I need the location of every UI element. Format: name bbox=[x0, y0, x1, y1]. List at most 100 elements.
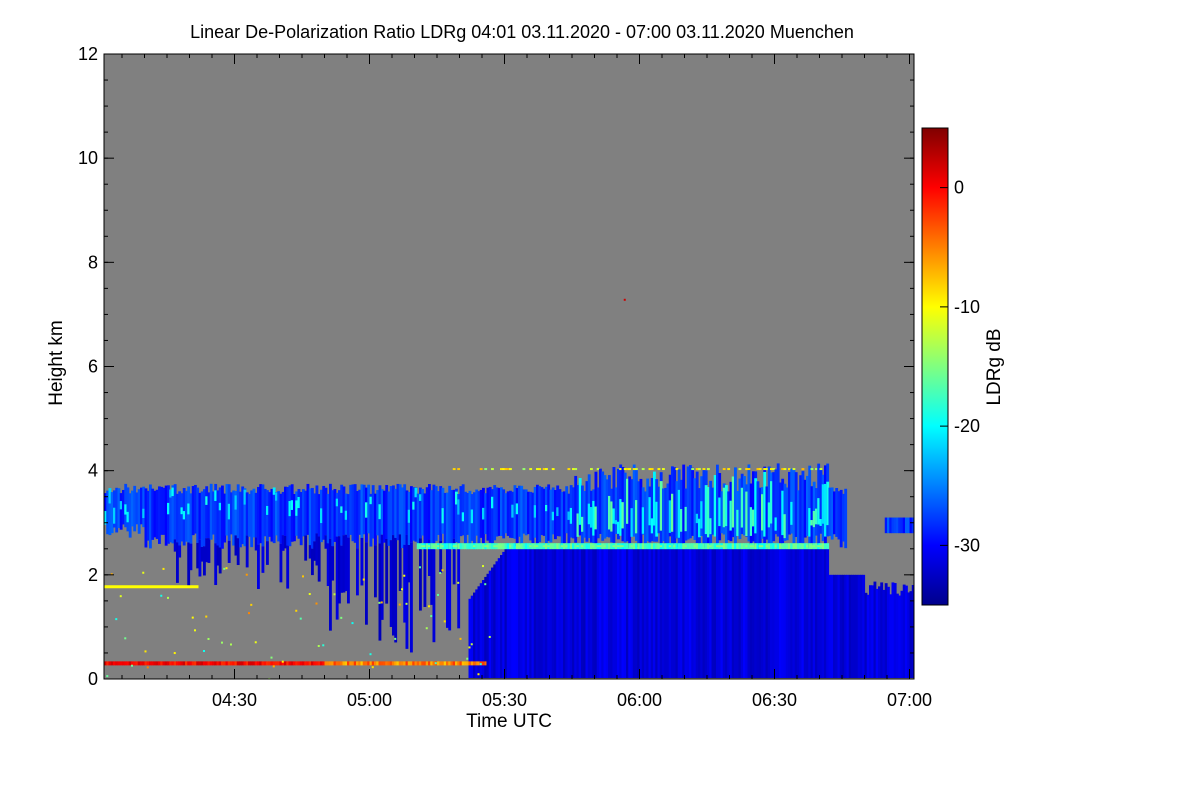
heatmap-cell bbox=[842, 574, 845, 678]
heatmap-cell bbox=[470, 661, 474, 666]
heatmap-cell bbox=[268, 661, 272, 666]
heatmap-cell bbox=[596, 487, 600, 539]
heatmap-cell bbox=[772, 543, 776, 550]
heatmap-cell bbox=[218, 661, 222, 666]
heatmap-cell bbox=[529, 491, 533, 541]
heatmap-cell bbox=[351, 622, 354, 625]
heatmap-cell bbox=[637, 481, 641, 547]
heatmap-cell bbox=[317, 536, 321, 582]
heatmap-cell bbox=[293, 661, 296, 666]
heatmap-cell bbox=[657, 468, 661, 471]
heatmap-cell bbox=[632, 548, 636, 678]
heatmap-cell bbox=[470, 543, 474, 550]
heatmap-cell bbox=[371, 666, 374, 669]
heatmap-cell bbox=[250, 603, 253, 606]
heatmap-cell bbox=[567, 548, 571, 678]
heatmap-cell bbox=[313, 493, 317, 542]
heatmap-cell bbox=[738, 548, 742, 678]
heatmap-cell bbox=[299, 617, 302, 620]
heatmap-cell bbox=[511, 543, 515, 550]
heatmap-cell bbox=[671, 543, 674, 550]
heatmap-cell bbox=[803, 543, 807, 550]
heatmap-cell bbox=[500, 555, 503, 678]
heatmap-cell bbox=[313, 661, 317, 666]
heatmap-cell bbox=[248, 661, 251, 666]
heatmap-cell bbox=[770, 548, 773, 678]
heatmap-cell bbox=[673, 545, 677, 548]
heatmap-cell bbox=[518, 485, 521, 537]
heatmap-cell bbox=[110, 492, 114, 534]
heatmap-cell bbox=[398, 534, 402, 591]
heatmap-cell bbox=[203, 489, 206, 547]
heatmap-cell bbox=[626, 548, 629, 678]
heatmap-cell bbox=[466, 492, 470, 535]
heatmap-cell bbox=[574, 548, 578, 678]
heatmap-cell bbox=[783, 514, 787, 539]
heatmap-cell bbox=[572, 468, 575, 471]
heatmap-cell bbox=[659, 481, 663, 531]
heatmap-cell bbox=[430, 543, 434, 605]
heatmap-cell bbox=[538, 486, 542, 543]
heatmap-cell bbox=[506, 491, 510, 536]
heatmap-cell bbox=[416, 493, 420, 546]
heatmap-cell bbox=[659, 545, 663, 548]
heatmap-cell bbox=[754, 545, 758, 548]
heatmap-cell bbox=[581, 485, 584, 548]
heatmap-cell bbox=[783, 543, 787, 550]
heatmap-cell bbox=[518, 545, 521, 548]
heatmap-cell bbox=[653, 548, 656, 678]
heatmap-cell bbox=[662, 468, 665, 471]
heatmap-cell bbox=[488, 570, 492, 678]
heatmap-cell bbox=[911, 517, 914, 534]
heatmap-cell bbox=[333, 661, 337, 666]
heatmap-cell bbox=[270, 488, 274, 542]
heatmap-cell bbox=[207, 637, 210, 640]
heatmap-cell bbox=[295, 661, 299, 666]
heatmap-cell bbox=[441, 545, 445, 548]
heatmap-cell bbox=[205, 661, 209, 666]
heatmap-cell bbox=[709, 480, 713, 545]
heatmap-cell bbox=[623, 472, 627, 543]
heatmap-cell bbox=[484, 545, 488, 548]
heatmap-cell bbox=[450, 661, 454, 666]
heatmap-cell bbox=[115, 661, 119, 666]
heatmap-cell bbox=[617, 468, 620, 540]
heatmap-cell bbox=[401, 487, 404, 549]
heatmap-cell bbox=[140, 487, 143, 525]
heatmap-cell bbox=[506, 468, 510, 471]
heatmap-cell bbox=[477, 491, 481, 546]
heatmap-cell bbox=[767, 502, 771, 528]
heatmap-cell bbox=[529, 545, 533, 548]
heatmap-cell bbox=[320, 508, 323, 524]
heatmap-cell bbox=[747, 468, 751, 471]
heatmap-cell bbox=[506, 548, 510, 678]
heatmap-cell bbox=[288, 501, 292, 517]
heatmap-cell bbox=[421, 545, 425, 548]
colorbar-tick-label: -30 bbox=[954, 535, 980, 555]
heatmap-cell bbox=[896, 593, 899, 678]
heatmap-cell bbox=[617, 521, 620, 534]
heatmap-cell bbox=[797, 548, 800, 678]
heatmap-cell bbox=[736, 543, 740, 550]
heatmap-cell bbox=[304, 535, 308, 561]
heatmap-cell bbox=[272, 665, 275, 668]
heatmap-cell bbox=[482, 565, 484, 568]
heatmap-cell bbox=[511, 548, 515, 678]
heatmap-cell bbox=[608, 548, 611, 678]
heatmap-cell bbox=[151, 488, 155, 540]
heatmap-cell bbox=[142, 571, 145, 574]
heatmap-cell bbox=[493, 545, 497, 548]
heatmap-cell bbox=[340, 506, 344, 513]
heatmap-cell bbox=[781, 468, 785, 471]
heatmap-cell bbox=[491, 496, 494, 509]
heatmap-cell bbox=[729, 543, 733, 550]
heatmap-cell bbox=[169, 661, 173, 666]
heatmap-cell bbox=[599, 548, 602, 678]
heatmap-cell bbox=[479, 663, 482, 666]
heatmap-cell bbox=[414, 487, 418, 498]
heatmap-cell bbox=[455, 545, 458, 548]
heatmap-cell bbox=[227, 661, 231, 666]
heatmap-cell bbox=[158, 486, 161, 544]
heatmap-cell bbox=[218, 487, 222, 548]
